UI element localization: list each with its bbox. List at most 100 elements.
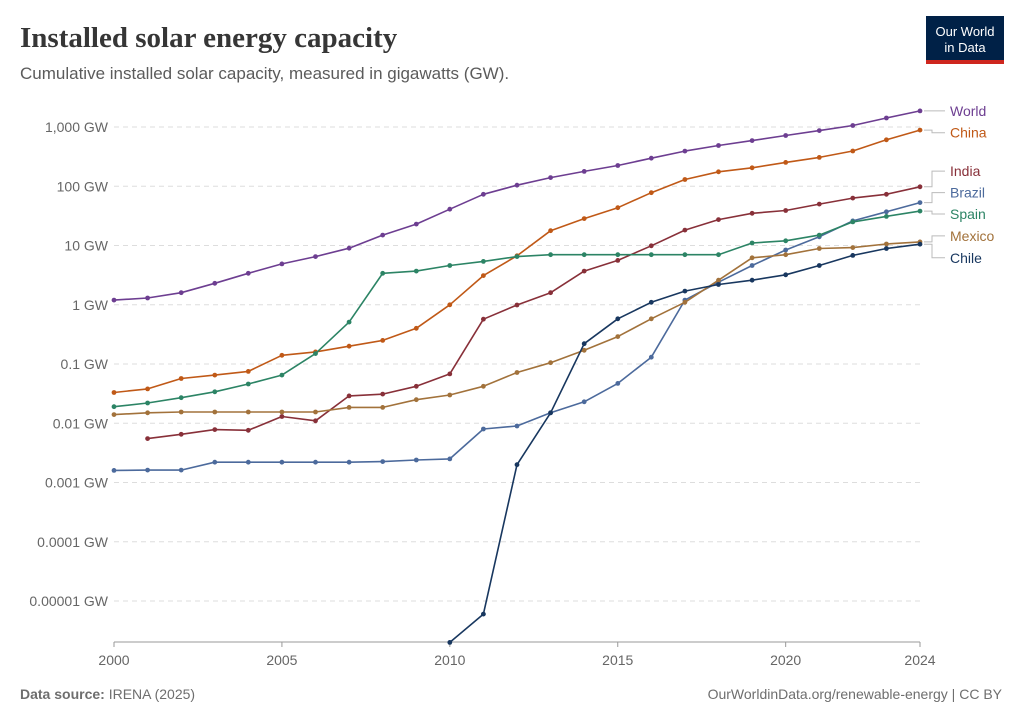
data-point-world	[245, 270, 251, 276]
data-point-mexico	[716, 277, 721, 283]
data-point-brazil	[245, 459, 251, 465]
data-point-china	[783, 160, 789, 165]
data-point-mexico	[648, 316, 654, 322]
data-point-brazil	[581, 399, 587, 405]
data-point-brazil	[917, 200, 923, 206]
series-label-mexico: Mexico	[950, 228, 995, 244]
data-point-world	[380, 232, 386, 238]
data-point-brazil	[413, 457, 419, 463]
data-point-spain	[481, 259, 486, 264]
x-tick-label: 2024	[904, 652, 935, 668]
data-point-mexico	[850, 245, 856, 251]
data-point-china	[648, 190, 654, 196]
data-point-spain	[178, 395, 184, 401]
series-line-mexico	[113, 241, 921, 416]
data-point-mexico	[615, 334, 621, 339]
x-tick-label: 2000	[98, 652, 129, 668]
data-point-china	[749, 165, 755, 171]
data-point-spain	[346, 319, 352, 325]
series-label-india: India	[950, 163, 981, 179]
data-source-value[interactable]: IRENA (2025)	[108, 686, 196, 702]
data-point-spain	[145, 400, 151, 406]
data-point-india	[716, 217, 721, 223]
y-tick-label: 0.0001 GW	[37, 534, 109, 550]
series-label-china: China	[950, 125, 987, 141]
data-point-mexico	[447, 392, 453, 398]
logo-line-1: Our World	[935, 24, 995, 39]
data-point-chile	[447, 640, 453, 645]
series-label-world: World	[950, 103, 986, 119]
data-point-brazil	[279, 459, 285, 465]
data-point-mexico	[581, 347, 587, 353]
label-connector-brazil	[924, 192, 945, 204]
data-point-brazil	[380, 459, 386, 464]
data-point-brazil	[145, 467, 151, 473]
x-tick-label: 2020	[770, 652, 801, 668]
data-point-spain	[313, 351, 318, 356]
owid-logo[interactable]: Our World in Data	[926, 16, 1004, 64]
data-point-india	[749, 210, 755, 216]
data-point-spain	[380, 270, 386, 276]
chart-subtitle: Cumulative installed solar capacity, mea…	[20, 64, 510, 83]
data-point-india	[783, 208, 789, 213]
data-point-world	[783, 133, 789, 138]
y-tick-label: 1,000 GW	[45, 119, 109, 135]
label-connector-china	[924, 129, 945, 134]
data-point-mexico	[380, 405, 386, 410]
label-connector-chile	[924, 243, 945, 259]
data-point-india	[380, 391, 386, 397]
data-point-mexico	[178, 409, 184, 415]
data-point-mexico	[245, 409, 251, 415]
data-point-china	[279, 352, 285, 358]
data-point-spain	[447, 263, 453, 268]
footer-credit[interactable]: OurWorldinData.org/renewable-energy | CC…	[707, 686, 1002, 702]
data-point-spain	[884, 214, 889, 219]
data-point-india	[313, 418, 318, 424]
data-point-china	[917, 127, 923, 133]
x-tick-label: 2010	[434, 652, 465, 668]
x-tick-label: 2005	[266, 652, 297, 668]
data-point-world	[615, 163, 621, 168]
label-connector-mexico	[924, 235, 945, 243]
data-point-spain	[716, 252, 721, 258]
data-point-spain	[514, 254, 520, 259]
series-line-china	[113, 129, 921, 394]
data-point-spain	[850, 219, 856, 225]
data-point-india	[884, 191, 889, 197]
series-line-spain	[113, 210, 921, 408]
data-point-china	[346, 343, 352, 349]
label-connector-spain	[924, 210, 945, 215]
data-point-spain	[212, 389, 218, 395]
data-point-world	[346, 245, 352, 251]
data-point-china	[413, 325, 419, 331]
data-point-chile	[884, 246, 889, 251]
data-point-india	[178, 431, 184, 437]
data-point-mexico	[346, 405, 352, 410]
data-point-chile	[548, 410, 553, 416]
data-point-world	[816, 128, 822, 134]
y-tick-label: 0.01 GW	[53, 415, 109, 431]
data-point-brazil	[447, 456, 453, 462]
data-point-chile	[749, 277, 755, 283]
series-label-spain: Spain	[950, 206, 986, 222]
data-point-spain	[413, 268, 419, 274]
data-point-india	[481, 316, 486, 322]
data-point-india	[514, 302, 520, 308]
data-point-mexico	[212, 409, 218, 415]
data-point-india	[682, 227, 688, 233]
data-point-brazil	[783, 247, 789, 253]
data-point-china	[178, 376, 184, 381]
data-point-india	[245, 427, 251, 433]
data-point-china	[850, 148, 856, 154]
data-point-spain	[648, 252, 654, 258]
data-point-brazil	[178, 467, 184, 473]
data-point-chile	[481, 611, 486, 617]
y-tick-label: 0.1 GW	[61, 356, 109, 372]
data-point-mexico	[514, 370, 520, 375]
data-point-india	[548, 290, 553, 296]
logo-line-2: in Data	[944, 40, 986, 55]
data-point-chile	[648, 299, 654, 305]
data-point-india	[212, 427, 218, 432]
data-point-mexico	[145, 410, 151, 416]
